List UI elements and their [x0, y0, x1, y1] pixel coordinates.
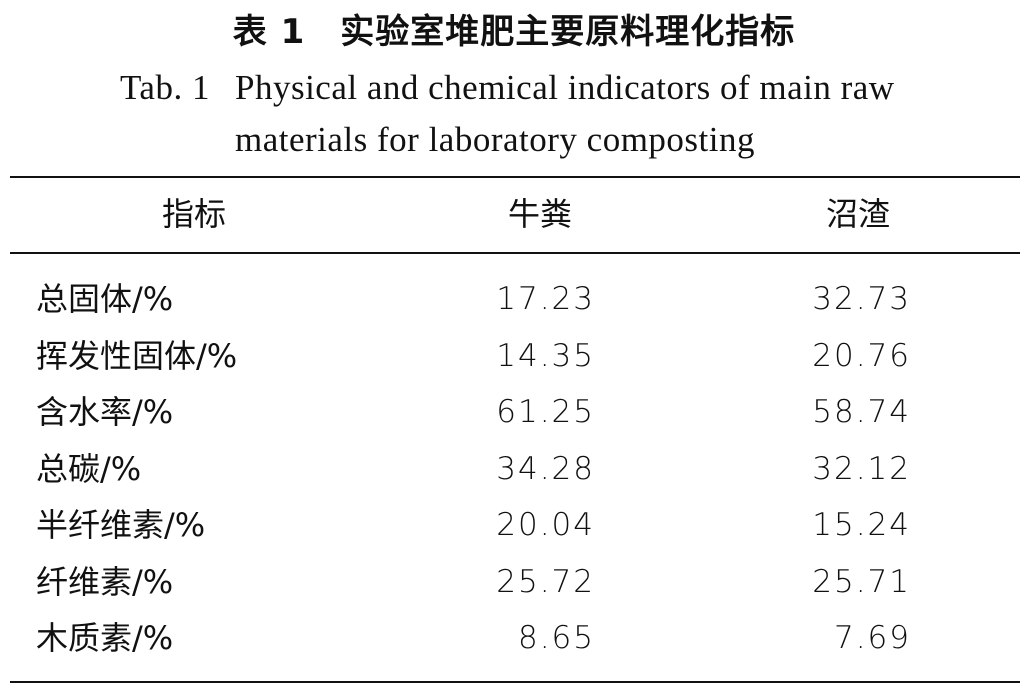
biogas-residue-value: 32.12	[812, 450, 911, 487]
table-bottom-rule	[10, 681, 1020, 683]
header-biogas-residue: 沼渣	[826, 195, 891, 233]
row-label: 半纤维素/%	[36, 506, 206, 544]
table-row: 木质素/% 8.65 7.69	[0, 615, 1028, 672]
cow-manure-value: 8.65	[517, 620, 595, 656]
table-top-rule	[10, 176, 1020, 178]
table-header-rule	[10, 252, 1020, 254]
cow-manure-value: 20.04	[496, 507, 595, 543]
table-row: 挥发性固体/% 14.35 20.76	[0, 333, 1028, 390]
row-label: 总固体/%	[36, 280, 174, 318]
table-title-en: Tab. 1 Physical and chemical indicators o…	[120, 62, 920, 166]
cow-manure-value: 17.23	[496, 281, 595, 317]
table-title-cn: 表 1 实验室堆肥主要原料理化指标	[232, 12, 796, 52]
cow-manure-value: 25.72	[496, 563, 595, 600]
cow-manure-value: 61.25	[496, 394, 595, 430]
biogas-residue-value: 20.76	[812, 337, 911, 374]
table-row: 总碳/% 34.28 32.12	[0, 446, 1028, 503]
table-row: 总固体/% 17.23 32.73	[0, 276, 1028, 333]
biogas-residue-value: 58.74	[812, 394, 911, 430]
row-label: 含水率/%	[36, 393, 174, 431]
table-row: 含水率/% 61.25 58.74	[0, 389, 1028, 446]
row-label: 木质素/%	[36, 619, 174, 657]
biogas-residue-value: 32.73	[812, 281, 911, 317]
biogas-residue-value: 7.69	[833, 620, 911, 656]
row-label: 挥发性固体/%	[36, 336, 238, 375]
row-label: 总碳/%	[36, 449, 142, 488]
title-en-text-1: Physical and chemical indicators of main…	[235, 68, 895, 107]
title-en-line-2: materials for laboratory composting	[120, 114, 920, 166]
table-row: 纤维素/% 25.72 25.71	[0, 559, 1028, 616]
title-en-line-1: Tab. 1 Physical and chemical indicators o…	[120, 62, 920, 114]
table-number-label: Tab. 1	[120, 68, 210, 107]
table-body: 总固体/% 17.23 32.73 挥发性固体/% 14.35 20.76 含水…	[0, 276, 1028, 672]
cow-manure-value: 14.35	[496, 337, 595, 374]
header-indicator: 指标	[162, 195, 227, 233]
biogas-residue-value: 25.71	[812, 563, 911, 600]
title-en-text-2: materials for laboratory composting	[235, 120, 755, 159]
row-label: 纤维素/%	[36, 562, 174, 601]
table-row: 半纤维素/% 20.04 15.24	[0, 502, 1028, 559]
biogas-residue-value: 15.24	[812, 507, 911, 543]
cow-manure-value: 34.28	[496, 450, 595, 487]
header-cow-manure: 牛粪	[508, 195, 573, 233]
